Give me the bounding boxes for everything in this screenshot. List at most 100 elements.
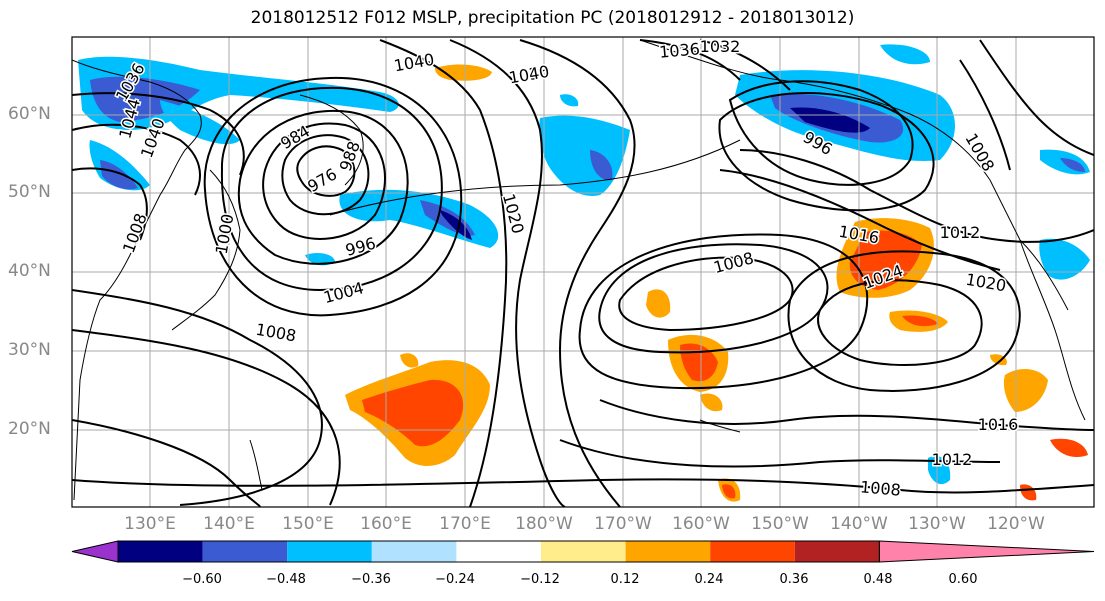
colorbar-segment [371,541,457,562]
colorbar-segment [456,541,541,562]
precip-area-neg [440,210,472,240]
isobar [559,439,1001,468]
isobar-label: 988 [336,139,364,174]
coastline-japan [171,169,241,331]
isobar-label: 1004 [321,278,365,307]
precip-area-neg [880,44,930,65]
colorbar-tick: −0.12 [520,572,560,587]
colorbar-tick: −0.48 [266,572,306,587]
precip-area-pos [1050,438,1088,458]
isobar [639,39,741,81]
lat-label-60n: 60°N [8,104,51,124]
lon-label-180w: 180°W [515,514,573,534]
lon-label-160e: 160°E [360,514,412,534]
precip-area-pos [722,484,736,499]
colorbar-extend-min [71,540,119,563]
coastline-islands [249,439,263,491]
colorbar-segment [118,541,203,562]
colorbar-segment [202,541,288,562]
isobar [739,149,1094,243]
isobar-label: 976 [304,164,340,196]
isobar-label: 1016 [978,415,1019,434]
colorbar-tick: 0.60 [948,572,978,587]
precip-area-neg [560,94,579,107]
colorbar-extend-max [878,540,1095,563]
isobar [719,169,1001,271]
isobar [281,134,370,216]
coastline-asia [72,59,202,501]
lon-label-170e: 170°E [439,514,491,534]
isobar-label: 1020 [964,270,1007,296]
precip-area-pos [646,289,671,318]
isobar [449,39,566,507]
isobar-label: 1012 [932,450,973,469]
isobar [979,39,1094,156]
colorbar-segment [541,541,626,562]
precip-area-pos [1020,484,1037,501]
colorbar-segment [794,541,880,562]
isobar-label: 1032 [700,37,741,56]
lat-label-20n: 20°N [8,419,51,439]
lon-label-140w: 140°W [830,514,888,534]
isobar-label: 1008 [711,248,755,277]
lon-label-160w: 160°W [672,514,730,534]
isobar [72,167,148,241]
lat-label-40n: 40°N [8,261,51,281]
isobar [296,145,356,197]
gridlines [72,37,1094,507]
isobar [379,39,508,507]
isobar [578,233,869,390]
colorbar-tick: −0.36 [351,572,391,587]
lon-label-170w: 170°W [594,514,652,534]
precip-area-pos [849,230,922,290]
isobar [519,39,636,507]
precip-area-pos [1003,368,1048,412]
isobar [72,419,261,507]
isobar [699,39,791,91]
colorbar-tick: 0.12 [610,572,640,587]
isobar [72,289,323,506]
precip-area-neg [160,100,240,145]
isobar [72,478,1094,494]
lat-label-50n: 50°N [8,182,51,202]
colorbar [71,540,1095,563]
isobar-label: 1012 [940,223,981,242]
isobar [787,250,1021,392]
isobar [817,279,983,366]
precip-area-neg [1060,158,1085,172]
isobar-label: 1008 [119,211,151,256]
isobar-label: 1036 [658,39,700,61]
precip-area-neg [539,115,630,196]
colorbar-segment [287,541,372,562]
isobars [72,39,1094,507]
precip-area-neg [100,160,138,190]
lon-label-130w: 130°W [908,514,966,534]
colorbar-tick: 0.36 [779,572,809,587]
precip-area-neg [928,456,951,485]
isobar [728,80,914,186]
isobar [203,76,463,317]
coastline-na-west [1019,239,1086,421]
isobar-label: 1008 [859,477,901,499]
isobar [599,399,1094,431]
colorbar-tick: −0.60 [182,572,222,587]
precip-area-pos [990,354,1007,366]
lon-label-120w: 120°W [987,514,1045,534]
colorbar-segment [625,541,711,562]
precip-area-pos [400,353,419,368]
map-title: 2018012512 F012 MSLP, precipitation PC (… [250,8,855,28]
colorbar-frame [117,540,880,563]
lon-label-150e: 150°E [282,514,334,534]
precip-area-neg [1039,238,1090,280]
precip-area-neg [90,76,200,122]
lon-label-130e: 130°E [124,514,176,534]
isobar [72,329,341,506]
isobar [220,86,443,292]
colorbar-tick: 0.48 [863,572,893,587]
precip-area-neg [305,252,335,266]
isobar [718,92,935,212]
precip-area-pos [700,393,723,412]
isobar [72,92,245,176]
isobar [618,256,794,332]
